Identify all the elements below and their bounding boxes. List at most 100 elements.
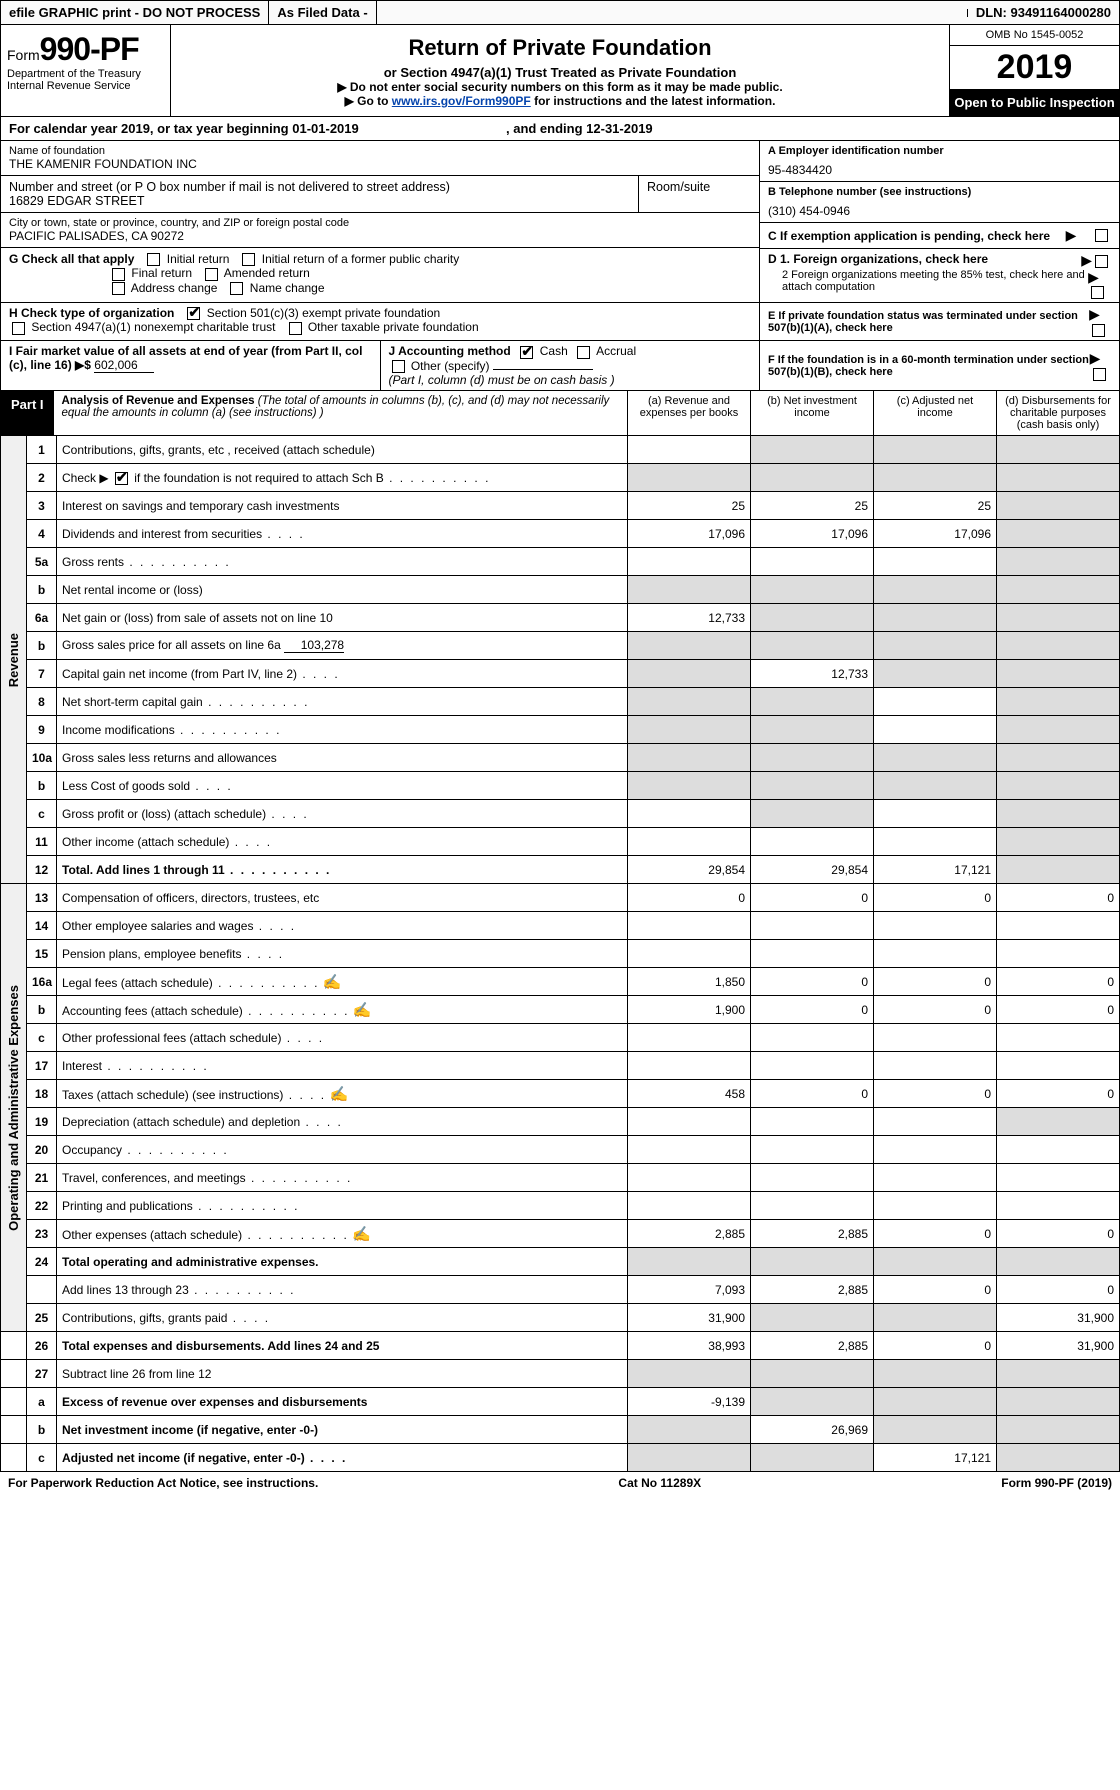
row-1: Contributions, gifts, grants, etc , rece… <box>57 436 628 464</box>
row-27b: Net investment income (if negative, ente… <box>57 1416 628 1444</box>
d1-label: D 1. Foreign organizations, check here <box>768 252 988 269</box>
h-501c3[interactable] <box>187 307 200 320</box>
attachment-icon[interactable]: ✍ <box>329 1086 348 1103</box>
row-24: Total operating and administrative expen… <box>57 1248 628 1276</box>
page-footer: For Paperwork Reduction Act Notice, see … <box>0 1472 1120 1494</box>
row-21: Travel, conferences, and meetings <box>57 1164 628 1192</box>
c-checkbox[interactable] <box>1095 229 1108 242</box>
j-cash[interactable] <box>520 346 533 359</box>
row-25: Contributions, gifts, grants paid <box>57 1304 628 1332</box>
g-final-return[interactable] <box>112 268 125 281</box>
col-d-header: (d) Disbursements for charitable purpose… <box>996 391 1119 435</box>
calendar-year-row: For calendar year 2019, or tax year begi… <box>0 117 1120 141</box>
part1-title: Analysis of Revenue and Expenses <box>62 395 255 407</box>
cat-no: Cat No 11289X <box>618 1476 701 1490</box>
row-2: Check ▶ if the foundation is not require… <box>57 464 628 492</box>
row-27a: Excess of revenue over expenses and disb… <box>57 1388 628 1416</box>
h-other-taxable[interactable] <box>289 322 302 335</box>
row-10a: Gross sales less returns and allowances <box>57 744 628 772</box>
g-initial-former[interactable] <box>242 253 255 266</box>
row-24b: Add lines 13 through 23 <box>57 1276 628 1304</box>
row-16b: Accounting fees (attach schedule) ✍ <box>57 996 628 1024</box>
part1-label: Part I <box>1 391 54 435</box>
irs-link[interactable]: www.irs.gov/Form990PF <box>392 94 531 108</box>
j-other[interactable] <box>392 360 405 373</box>
row-5a: Gross rents <box>57 548 628 576</box>
dln-label: DLN: 93491164000280 <box>968 1 1119 24</box>
efile-bar: efile GRAPHIC print - DO NOT PROCESS As … <box>0 0 1120 25</box>
h-4947a1[interactable] <box>12 322 25 335</box>
col-a-header: (a) Revenue and expenses per books <box>627 391 750 435</box>
foundation-name: THE KAMENIR FOUNDATION INC <box>9 157 751 171</box>
g-name-change[interactable] <box>230 282 243 295</box>
form-subtitle: or Section 4947(a)(1) Trust Treated as P… <box>181 65 939 80</box>
cal-pre: For calendar year 2019, or tax year begi… <box>9 121 292 136</box>
attachment-icon[interactable]: ✍ <box>352 1226 371 1243</box>
cal-end: 12-31-2019 <box>586 121 653 136</box>
d1-checkbox[interactable] <box>1095 255 1108 268</box>
phone-label: B Telephone number (see instructions) <box>768 186 971 198</box>
f-label: F If the foundation is in a 60-month ter… <box>768 354 1089 378</box>
efile-label: efile GRAPHIC print - DO NOT PROCESS <box>1 1 269 24</box>
row-16c: Other professional fees (attach schedule… <box>57 1024 628 1052</box>
form-header: Form990-PF Department of the Treasury In… <box>0 25 1120 117</box>
row-10c: Gross profit or (loss) (attach schedule) <box>57 800 628 828</box>
row-16a: Legal fees (attach schedule) ✍ <box>57 968 628 996</box>
i-label: I Fair market value of all assets at end… <box>9 344 362 372</box>
room-label: Room/suite <box>639 176 759 212</box>
col-c-header: (c) Adjusted net income <box>873 391 996 435</box>
e-checkbox[interactable] <box>1092 324 1105 337</box>
identification-block: Name of foundation THE KAMENIR FOUNDATIO… <box>0 141 1120 249</box>
dept-label: Department of the Treasury <box>7 68 164 80</box>
part1-table: Revenue 1Contributions, gifts, grants, e… <box>0 436 1120 1473</box>
row-17: Interest <box>57 1052 628 1080</box>
j-note: (Part I, column (d) must be on cash basi… <box>389 373 615 387</box>
asfiled-label: As Filed Data - <box>269 1 376 24</box>
row-27c: Adjusted net income (if negative, enter … <box>57 1444 628 1472</box>
addr-label: Number and street (or P O box number if … <box>9 180 630 194</box>
tax-year: 2019 <box>950 46 1119 89</box>
g-initial-return[interactable] <box>147 253 160 266</box>
goto-pre: ▶ Go to <box>345 94 392 108</box>
row-3: Interest on savings and temporary cash i… <box>57 492 628 520</box>
row-11: Other income (attach schedule) <box>57 828 628 856</box>
row-6a: Net gain or (loss) from sale of assets n… <box>57 604 628 632</box>
row-8: Net short-term capital gain <box>57 688 628 716</box>
row-9: Income modifications <box>57 716 628 744</box>
g-amended-return[interactable] <box>205 268 218 281</box>
form-ref: Form 990-PF (2019) <box>1001 1476 1112 1490</box>
f-checkbox[interactable] <box>1093 368 1106 381</box>
row-26: Total expenses and disbursements. Add li… <box>57 1332 628 1360</box>
row-12: Total. Add lines 1 through 11 <box>57 856 628 884</box>
fmv-value: 602,006 <box>94 358 154 373</box>
attachment-icon[interactable]: ✍ <box>353 1002 372 1019</box>
j-accrual[interactable] <box>577 346 590 359</box>
form-number: 990-PF <box>40 31 139 67</box>
cal-mid: , and ending <box>506 121 586 136</box>
attachment-icon[interactable]: ✍ <box>323 974 342 991</box>
street-address: 16829 EDGAR STREET <box>9 194 630 208</box>
form-prefix: Form <box>7 47 40 63</box>
open-inspection: Open to Public Inspection <box>950 89 1119 116</box>
expenses-side-label: Operating and Administrative Expenses <box>6 985 21 1231</box>
omb-number: OMB No 1545-0052 <box>950 25 1119 46</box>
schb-checkbox[interactable] <box>115 472 128 485</box>
goto-post: for instructions and the latest informat… <box>531 94 776 108</box>
paperwork-notice: For Paperwork Reduction Act Notice, see … <box>8 1476 318 1490</box>
phone-value: (310) 454-0946 <box>768 198 1111 218</box>
d2-checkbox[interactable] <box>1091 286 1104 299</box>
g-address-change[interactable] <box>112 282 125 295</box>
row-13: Compensation of officers, directors, tru… <box>57 884 628 912</box>
ssn-note: ▶ Do not enter social security numbers o… <box>181 80 939 94</box>
row-18: Taxes (attach schedule) (see instruction… <box>57 1080 628 1108</box>
ein-label: A Employer identification number <box>768 145 944 157</box>
row-10b: Less Cost of goods sold <box>57 772 628 800</box>
row-7: Capital gain net income (from Part IV, l… <box>57 660 628 688</box>
cal-begin: 01-01-2019 <box>292 121 359 136</box>
form-title: Return of Private Foundation <box>181 35 939 61</box>
row-22: Printing and publications <box>57 1192 628 1220</box>
h-label: H Check type of organization <box>9 306 174 320</box>
row-20: Occupancy <box>57 1136 628 1164</box>
ein-value: 95-4834420 <box>768 157 1111 177</box>
row-4: Dividends and interest from securities <box>57 520 628 548</box>
